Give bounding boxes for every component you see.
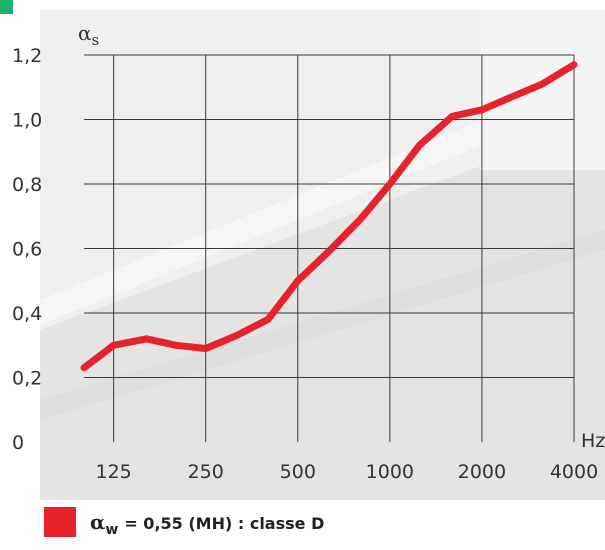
y-tick-label: 0 (12, 432, 24, 454)
x-tick-label: 125 (96, 461, 132, 483)
legend-label: αw = 0,55 (MH) : classe D (90, 510, 325, 538)
x-tick-label: 2000 (458, 461, 506, 483)
y-tick-label: 1,0 (12, 110, 42, 132)
legend: αw = 0,55 (MH) : classe D (44, 506, 324, 538)
series-line (80, 61, 578, 372)
y-tick-labels: 0 0,2 0,4 0,6 0,8 1,0 1,2 (12, 45, 42, 454)
grid (84, 54, 575, 442)
x-axis-label: Hz (581, 430, 605, 452)
legend-subscript: w (105, 522, 119, 538)
y-tick-label: 0,6 (12, 239, 42, 261)
legend-swatch (44, 507, 76, 537)
x-tick-labels: 125 250 500 1000 2000 4000 (96, 461, 599, 483)
x-tick-label: 250 (188, 461, 224, 483)
photo-sky (480, 10, 605, 170)
x-tick-label: 1000 (366, 461, 414, 483)
x-tick-label: 4000 (550, 461, 598, 483)
background-photo (40, 10, 605, 500)
chart-svg: 0 0,2 0,4 0,6 0,8 1,0 1,2 125 250 500 1000 2000 400… (0, 0, 605, 500)
photo-facade (40, 120, 605, 500)
y-tick-label: 0,8 (12, 174, 42, 196)
legend-value-text: = 0,55 (MH) : classe D (124, 514, 325, 533)
y-tick-label: 0,2 (12, 368, 42, 390)
series-layer (80, 61, 578, 372)
legend-symbol: α (90, 510, 106, 534)
y-axis-label: αs (78, 21, 99, 49)
y-tick-label: 0,4 (12, 303, 42, 325)
corner-marker (0, 0, 13, 14)
photo-ledge (40, 230, 605, 420)
x-tick-label: 500 (280, 461, 316, 483)
photo-beam (40, 70, 605, 325)
y-tick-label: 1,2 (12, 45, 42, 67)
